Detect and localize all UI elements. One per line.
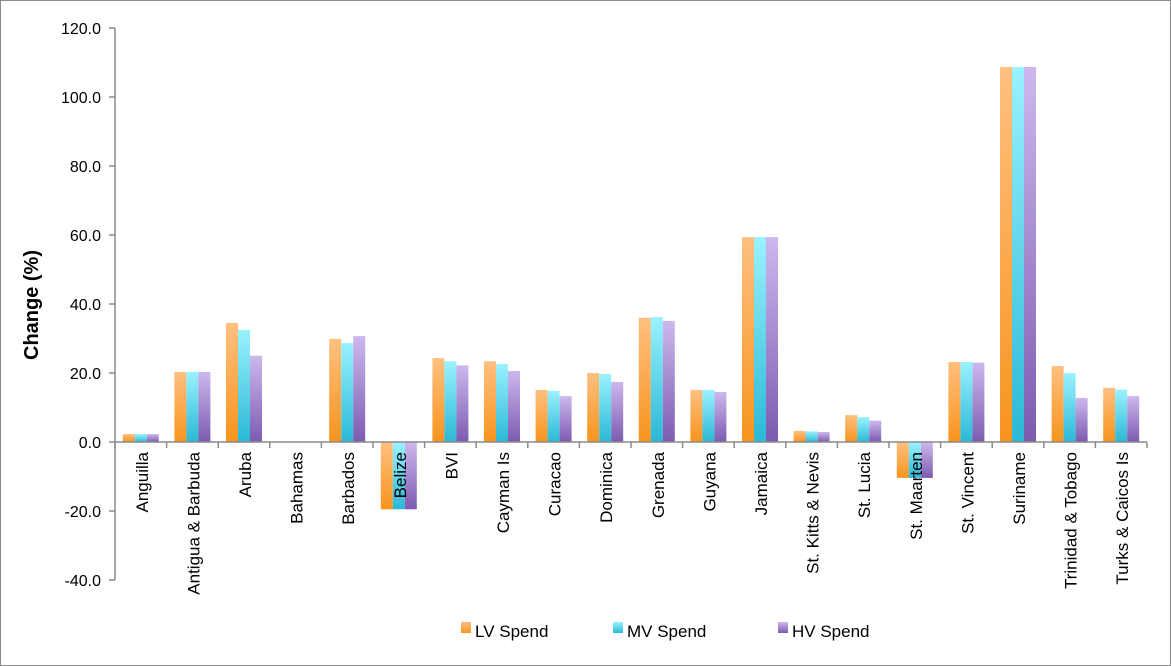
y-tick-label: 80.0: [70, 159, 101, 176]
bar-mv-spend: [960, 361, 973, 442]
bar-mv-spend: [857, 417, 870, 442]
bar-lv-spend: [587, 373, 600, 442]
bar-hv-spend: [920, 442, 933, 478]
bar-mv-spend: [599, 374, 612, 442]
x-tick-label: St. Vincent: [958, 452, 977, 534]
bar-mv-spend: [547, 390, 560, 442]
bar-mv-spend: [496, 364, 508, 442]
bar-mv-spend: [1115, 389, 1128, 442]
bar-hv-spend: [766, 237, 778, 442]
bar-hv-spend: [869, 420, 882, 442]
x-tick-label: Grenada: [649, 451, 668, 518]
bar-hv-spend: [1075, 397, 1088, 442]
bar-lv-spend: [329, 338, 342, 442]
x-tick-label: Anguilla: [133, 451, 152, 512]
bar-mv-spend: [238, 329, 250, 442]
x-tick-label: Cayman Is: [494, 452, 513, 533]
y-tick-label: 60.0: [70, 228, 101, 245]
bar-lv-spend: [638, 317, 651, 442]
bar-mv-spend: [805, 431, 818, 442]
y-tick-label: -40.0: [65, 573, 102, 590]
legend-swatch: [778, 622, 788, 633]
x-tick-label: BVI: [442, 452, 461, 479]
legend-swatch: [461, 622, 471, 633]
bar-mv-spend: [134, 434, 147, 442]
bar-hv-spend: [611, 381, 624, 442]
legend-swatch: [613, 622, 623, 633]
x-tick-label: St. Kitts & Nevis: [804, 452, 823, 574]
bar-hv-spend: [404, 442, 417, 510]
bar-hv-spend: [559, 396, 572, 442]
y-tick-label: 100.0: [61, 90, 101, 107]
bar-mv-spend: [1012, 66, 1024, 443]
legend-label: HV Spend: [792, 622, 870, 641]
legend-label: MV Spend: [627, 622, 706, 641]
bar-hv-spend: [508, 370, 520, 442]
bar-lv-spend: [484, 361, 496, 442]
bar-mv-spend: [754, 237, 766, 442]
bar-hv-spend: [146, 434, 159, 442]
bar-lv-spend: [122, 434, 135, 442]
bar-lv-spend: [1103, 387, 1116, 442]
legend: LV Spend MV Spend HV Spend: [461, 622, 870, 641]
bar-lv-spend: [948, 361, 961, 442]
bar-hv-spend: [714, 391, 727, 442]
bar-mv-spend: [444, 361, 457, 442]
bar-lv-spend: [226, 322, 238, 442]
bar-lv-spend: [432, 358, 445, 442]
bar-hv-spend: [817, 431, 830, 442]
x-tick-label: Dominica: [597, 451, 616, 522]
y-tick-label: 0.0: [79, 435, 101, 452]
bar-lv-spend: [174, 371, 187, 442]
bar-mv-spend: [341, 342, 354, 442]
x-tick-label: Trinidad & Tobago: [1062, 452, 1081, 589]
bar-hv-spend: [456, 365, 469, 442]
y-axis-label: Change (%): [21, 250, 43, 360]
bar-hv-spend: [198, 371, 211, 442]
bar-lv-spend: [535, 389, 548, 442]
x-tick-label: Barbados: [339, 452, 358, 525]
bar-hv-spend: [250, 355, 262, 442]
bar-lv-spend: [845, 415, 858, 442]
bar-lv-spend: [690, 389, 703, 442]
bar-hv-spend: [662, 320, 675, 442]
x-tick-label: Jamaica: [752, 451, 771, 515]
x-tick-label: Suriname: [1010, 452, 1029, 525]
bar-lv-spend: [1051, 366, 1064, 442]
bar-mv-spend: [908, 442, 921, 478]
bars-layer: [122, 66, 1140, 510]
x-tick-label: Aruba: [236, 451, 255, 497]
bar-hv-spend: [972, 362, 985, 442]
bar-hv-spend: [1127, 396, 1140, 442]
y-tick-label: 120.0: [61, 21, 101, 38]
bar-lv-spend: [793, 430, 806, 442]
x-tick-label: Belize: [391, 452, 410, 498]
x-tick-label: Guyana: [700, 451, 719, 511]
bar-hv-spend: [353, 336, 366, 442]
x-tick-label: Bahamas: [288, 452, 307, 524]
x-tick-label: St. Lucia: [855, 451, 874, 518]
y-tick-label: 20.0: [70, 366, 101, 383]
x-tick-label: Curacao: [546, 452, 565, 516]
bar-hv-spend: [1024, 66, 1036, 443]
bar-mv-spend: [1063, 373, 1076, 442]
bar-mv-spend: [392, 442, 405, 510]
bar-lv-spend: [380, 442, 393, 510]
x-tick-label: Antigua & Barbuda: [184, 451, 203, 594]
axes-layer: -40.0 -20.0 0.0 20.0 40.0 60.0 80.0 100.0 120.0 A…: [61, 21, 1148, 595]
bar-lv-spend: [742, 237, 754, 442]
x-tick-label: Turks & Caicos Is: [1113, 452, 1132, 585]
legend-label: LV Spend: [475, 622, 548, 641]
bar-mv-spend: [186, 371, 199, 442]
bar-mv-spend: [650, 317, 663, 442]
bar-lv-spend: [896, 442, 909, 478]
bar-lv-spend: [1000, 66, 1012, 443]
x-tick-label: St. Maarten: [907, 452, 926, 540]
y-tick-label: -20.0: [65, 504, 102, 521]
y-tick-label: 40.0: [70, 297, 101, 314]
bar-mv-spend: [702, 389, 715, 442]
